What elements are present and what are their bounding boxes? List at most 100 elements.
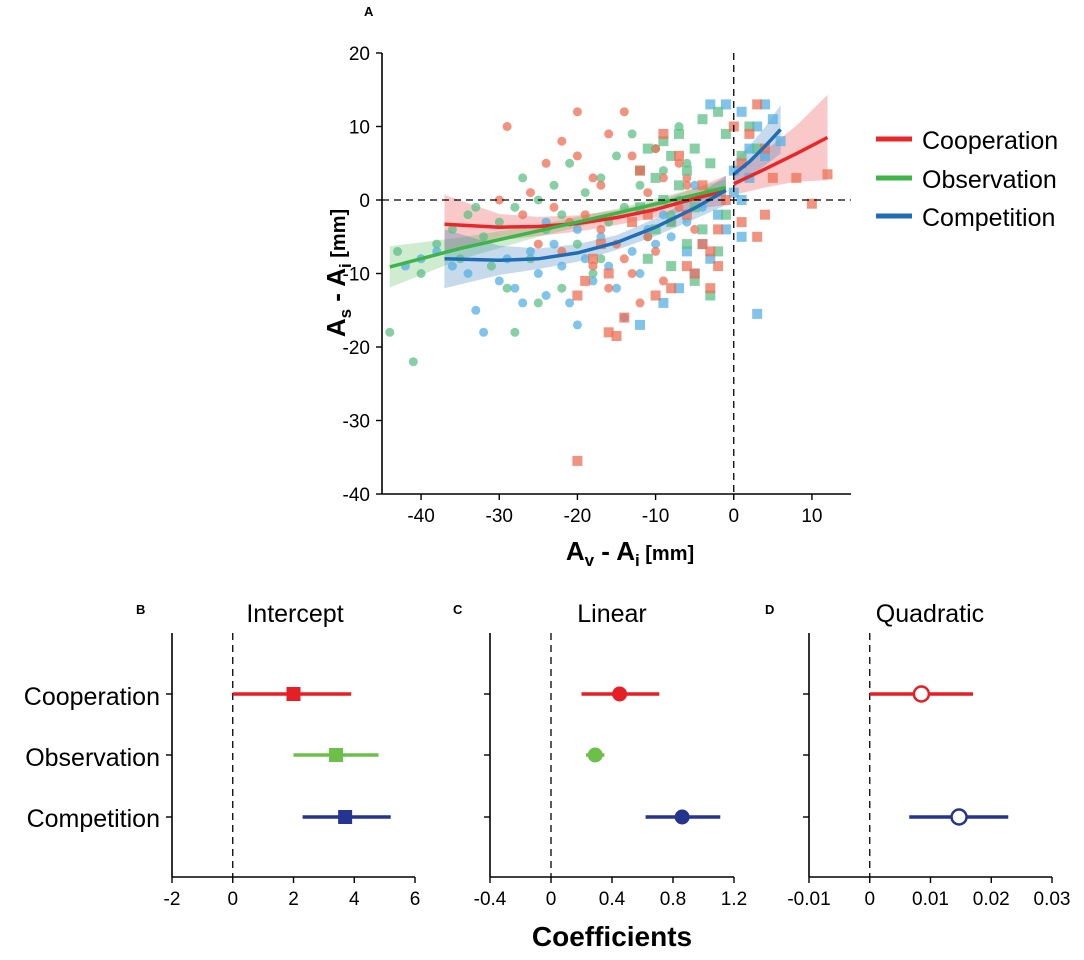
estimate-cooperation: [912, 685, 931, 703]
point-observation-squares-18: [666, 217, 677, 228]
point-cooperation-squares-31: [681, 209, 692, 220]
point-cooperation-circles-12: [674, 158, 684, 168]
y-tick-label: 10: [349, 118, 370, 139]
panel-a-label: A: [364, 4, 374, 19]
point-competition-squares-10: [736, 231, 747, 242]
point-competition-squares-22: [658, 297, 669, 308]
x-tick-label: 1.2: [721, 889, 747, 910]
point-cooperation-squares-6: [681, 261, 692, 272]
point-competition-squares-4: [752, 121, 763, 132]
point-observation-circles-10: [502, 283, 512, 293]
x-tick-label: 0.02: [973, 889, 1010, 910]
point-observation-squares-27: [666, 261, 677, 272]
point-cooperation-circles-33: [658, 276, 668, 286]
coefficients-label: Coefficients: [532, 921, 692, 952]
point-competition-squares-5: [767, 114, 778, 125]
point-cooperation-squares-20: [674, 150, 684, 161]
point-cooperation-squares-23: [642, 209, 653, 220]
point-cooperation-squares-29: [572, 290, 583, 301]
point-competition-circles-13: [541, 291, 551, 300]
estimate-competition: [338, 810, 353, 824]
point-observation-circles-4: [432, 239, 442, 249]
point-observation-circles-34: [510, 327, 520, 337]
point-observation-circles-8: [479, 232, 489, 242]
scatter-panel: A -40 -30 -20 -10 0 10 20 -40 -30 -20 -10 0 10 As - …: [321, 4, 1058, 570]
point-cooperation-circles-21: [627, 269, 637, 278]
x-tick-label: 6: [410, 889, 421, 910]
point-observation-squares-3: [658, 136, 669, 147]
point-cooperation-circles-1: [541, 158, 551, 168]
point-competition-circles-9: [510, 283, 520, 293]
x-tick-label: 4: [349, 889, 360, 910]
point-cooperation-circles-14: [526, 188, 535, 198]
panel-c-label: C: [453, 602, 463, 617]
point-cooperation-squares-12: [736, 158, 747, 169]
point-observation-squares-10: [713, 106, 724, 117]
point-cooperation-squares-37: [752, 231, 763, 242]
point-observation-circles-12: [518, 173, 528, 183]
point-cooperation-squares-34: [603, 268, 614, 279]
point-cooperation-circles-3: [572, 151, 582, 161]
x-tick-label: -20: [564, 506, 591, 527]
point-observation-squares-19: [674, 180, 684, 191]
point-observation-squares-6: [681, 165, 692, 176]
point-cooperation-squares-36: [760, 209, 770, 220]
point-competition-circles-27: [651, 239, 661, 249]
point-observation-circles-22: [596, 173, 606, 183]
point-observation-circles-33: [682, 158, 692, 168]
point-observation-squares-28: [689, 275, 700, 286]
point-cooperation-squares-3: [619, 312, 630, 323]
x-tick-label: -10: [642, 506, 669, 527]
point-competition-circles-24: [627, 246, 637, 256]
point-observation-circles-5: [447, 224, 457, 234]
point-observation-squares-24: [713, 246, 724, 257]
point-observation-squares-22: [697, 224, 708, 235]
point-competition-circles-34: [572, 224, 582, 234]
point-competition-circles-19: [588, 276, 598, 286]
point-cooperation-circles-34: [643, 188, 653, 198]
point-observation-circles-37: [596, 254, 606, 264]
point-observation-squares-16: [650, 224, 661, 235]
point-observation-squares-13: [744, 121, 755, 132]
point-competition-squares-17: [752, 308, 763, 319]
point-observation-squares-9: [705, 158, 716, 169]
axes: -40 -30 -20 -10 0 10 20 -40 -30 -20 -10 0 10: [343, 44, 851, 527]
point-cooperation-squares-16: [791, 172, 802, 183]
point-competition-squares-13: [705, 253, 716, 264]
x-tick-label: 0.8: [660, 889, 686, 910]
legend-label-cooperation: Cooperation: [922, 127, 1058, 155]
point-observation-circles-35: [533, 298, 543, 308]
estimate-cooperation: [612, 686, 628, 702]
point-competition-squares-15: [674, 283, 684, 294]
x-tick-label: 0: [864, 889, 875, 910]
y-tick-label: 20: [349, 44, 370, 65]
point-cooperation-squares-9: [705, 283, 716, 294]
point-cooperation-circles-28: [635, 298, 645, 308]
point-cooperation-squares-17: [806, 198, 817, 209]
point-observation-squares-4: [666, 150, 677, 161]
point-competition-circles-4: [463, 269, 473, 278]
x-tick-label: 0: [728, 506, 739, 527]
intercept-plot: -2 0 2 4 6: [164, 633, 421, 910]
point-cooperation-squares-2: [611, 331, 622, 341]
point-competition-circles-6: [479, 327, 489, 337]
point-cooperation-circles-36: [596, 180, 606, 190]
point-competition-circles-32: [690, 180, 700, 190]
point-cooperation-circles-5: [588, 173, 598, 183]
point-competition-squares-21: [681, 246, 692, 257]
point-competition-squares-0: [705, 99, 716, 110]
point-competition-squares-16: [635, 319, 645, 330]
point-competition-circles-21: [604, 261, 614, 271]
x-tick-label: -0.4: [474, 889, 507, 910]
point-competition-circles-5: [471, 305, 481, 315]
point-competition-squares-8: [775, 136, 786, 147]
point-observation-squares-14: [752, 143, 763, 154]
x-tick-label: 0.03: [1034, 889, 1071, 910]
point-cooperation-squares-24: [697, 180, 708, 191]
point-competition-circles-15: [557, 261, 567, 271]
estimate-observation: [587, 747, 603, 763]
point-competition-squares-3: [760, 99, 770, 110]
point-cooperation-circles-22: [643, 232, 653, 242]
point-cooperation-squares-10: [713, 224, 724, 235]
